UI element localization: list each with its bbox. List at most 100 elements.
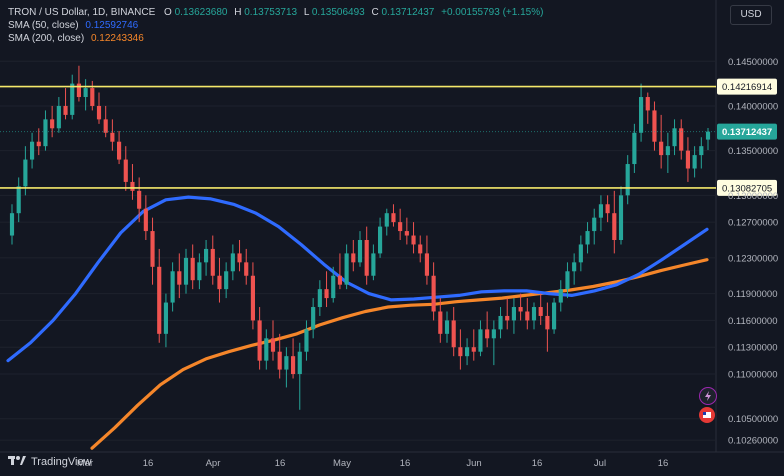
x-tick-label: 16 [658, 458, 669, 469]
candle-body [692, 155, 697, 169]
candle-body [444, 320, 450, 334]
ohlc-high: 0.13753713 [244, 7, 298, 18]
candle-body [264, 338, 269, 361]
candle-body [157, 266, 162, 334]
x-tick-label: Mar [77, 458, 93, 469]
candle-body [598, 204, 603, 218]
candle-body [117, 141, 122, 160]
tradingview-logo-icon [8, 454, 26, 469]
ohlc-h-label: H [234, 7, 242, 18]
y-tick-label: 0.12300000 [728, 253, 778, 264]
y-tick-label: 0.13000000 [728, 191, 778, 202]
candle-body [451, 320, 456, 348]
candle-body [384, 213, 389, 227]
candle-body [210, 248, 215, 276]
sma50-label: SMA (50, close) [8, 20, 79, 31]
ohlc-o-label: O [164, 7, 172, 18]
sma200-legend[interactable]: SMA (200, close) 0.12243346 [8, 33, 144, 44]
sma200-path [90, 258, 709, 450]
ohlc-l-label: L [303, 7, 310, 18]
candle-body [257, 320, 262, 361]
candle-body [632, 132, 637, 165]
y-tick-label: 0.14500000 [728, 57, 778, 68]
ohlc-low: 0.13506493 [311, 7, 365, 18]
candle-body [63, 105, 68, 115]
y-tick-label: 0.11600000 [728, 316, 778, 327]
currency-button[interactable]: USD [730, 5, 772, 25]
x-tick-label: May [333, 458, 351, 469]
candle-body [30, 141, 35, 160]
candle-body [699, 146, 704, 156]
x-tick-label: 16 [275, 458, 286, 469]
symbol-title: TRON / US Dollar, 1D, BINANCE [8, 7, 156, 18]
candle-body [545, 315, 550, 330]
grid [0, 0, 784, 453]
y-tick-label: 0.11900000 [728, 289, 778, 300]
candle-body [558, 289, 563, 303]
candle-body [337, 275, 342, 285]
candle-body [331, 275, 336, 299]
last-price-value: 0.13712437 [722, 127, 772, 138]
candle-body [291, 356, 296, 375]
candle-body [491, 329, 496, 339]
lightning-icon[interactable] [699, 387, 717, 405]
time-axis[interactable]: Mar 16 Apr 16 May 16 Jun 16 Jul 16 [77, 458, 668, 469]
candle-body [163, 302, 168, 334]
candle-body [56, 105, 61, 129]
candle-body [679, 128, 684, 151]
candle-body [404, 231, 409, 236]
candle-body [618, 195, 624, 240]
brand-name: TradingView [31, 455, 92, 468]
candle-body [137, 190, 142, 209]
tradingview-brand[interactable]: TradingView [8, 454, 92, 469]
candle-body [123, 159, 128, 182]
candle-body [170, 271, 175, 303]
candle-body [143, 208, 148, 232]
candle-body [351, 253, 356, 263]
candle-body [565, 271, 570, 290]
candle-body [110, 132, 115, 142]
candle-body [605, 204, 610, 214]
x-tick-label: 16 [532, 458, 543, 469]
candle-body [50, 119, 55, 129]
candle-body [705, 131, 711, 140]
sma200-value: 0.12243346 [90, 33, 144, 44]
candle-body [518, 307, 523, 312]
horizontal-line-tag [717, 179, 777, 196]
horizontal-lines[interactable]: 0.14216914 0.13082705 0.13712437 [0, 78, 777, 196]
candle-body [625, 164, 630, 196]
candle-body [250, 275, 255, 321]
sma200-line [90, 258, 709, 450]
candle-body [23, 159, 28, 187]
candle-body [190, 257, 195, 281]
candle-body [177, 271, 182, 285]
candle-body [585, 231, 590, 245]
candle-body [398, 222, 403, 232]
y-tick-label: 0.10260000 [728, 436, 778, 447]
x-tick-label: 16 [143, 458, 154, 469]
price-axis[interactable]: 0.14500000 0.14000000 0.13500000 0.13000000… [728, 57, 778, 447]
horizontal-line-value: 0.13082705 [722, 183, 772, 194]
x-tick-label: Apr [206, 458, 221, 469]
price-change: +0.00155793 (+1.15%) [441, 7, 544, 18]
symbol-legend: TRON / US Dollar, 1D, BINANCE O 0.136236… [8, 7, 543, 18]
candle-body [525, 311, 530, 321]
candle-body [130, 181, 135, 191]
candle-body [311, 307, 316, 330]
candle-body [43, 119, 48, 147]
candle-body [478, 329, 483, 352]
y-tick-label: 0.12700000 [728, 218, 778, 229]
candle-body [465, 347, 470, 357]
candle-body [237, 253, 242, 263]
sma200-label: SMA (200, close) [8, 33, 85, 44]
candle-body [96, 105, 102, 120]
ohlc-close: 0.13712437 [381, 7, 435, 18]
sma50-legend[interactable]: SMA (50, close) 0.12592746 [8, 20, 138, 31]
flag-icon[interactable] [699, 407, 715, 423]
candle-body [538, 307, 543, 316]
candle-body [411, 235, 416, 245]
candle-body [36, 141, 41, 147]
candle-body [485, 329, 490, 339]
candle-body [217, 275, 222, 290]
